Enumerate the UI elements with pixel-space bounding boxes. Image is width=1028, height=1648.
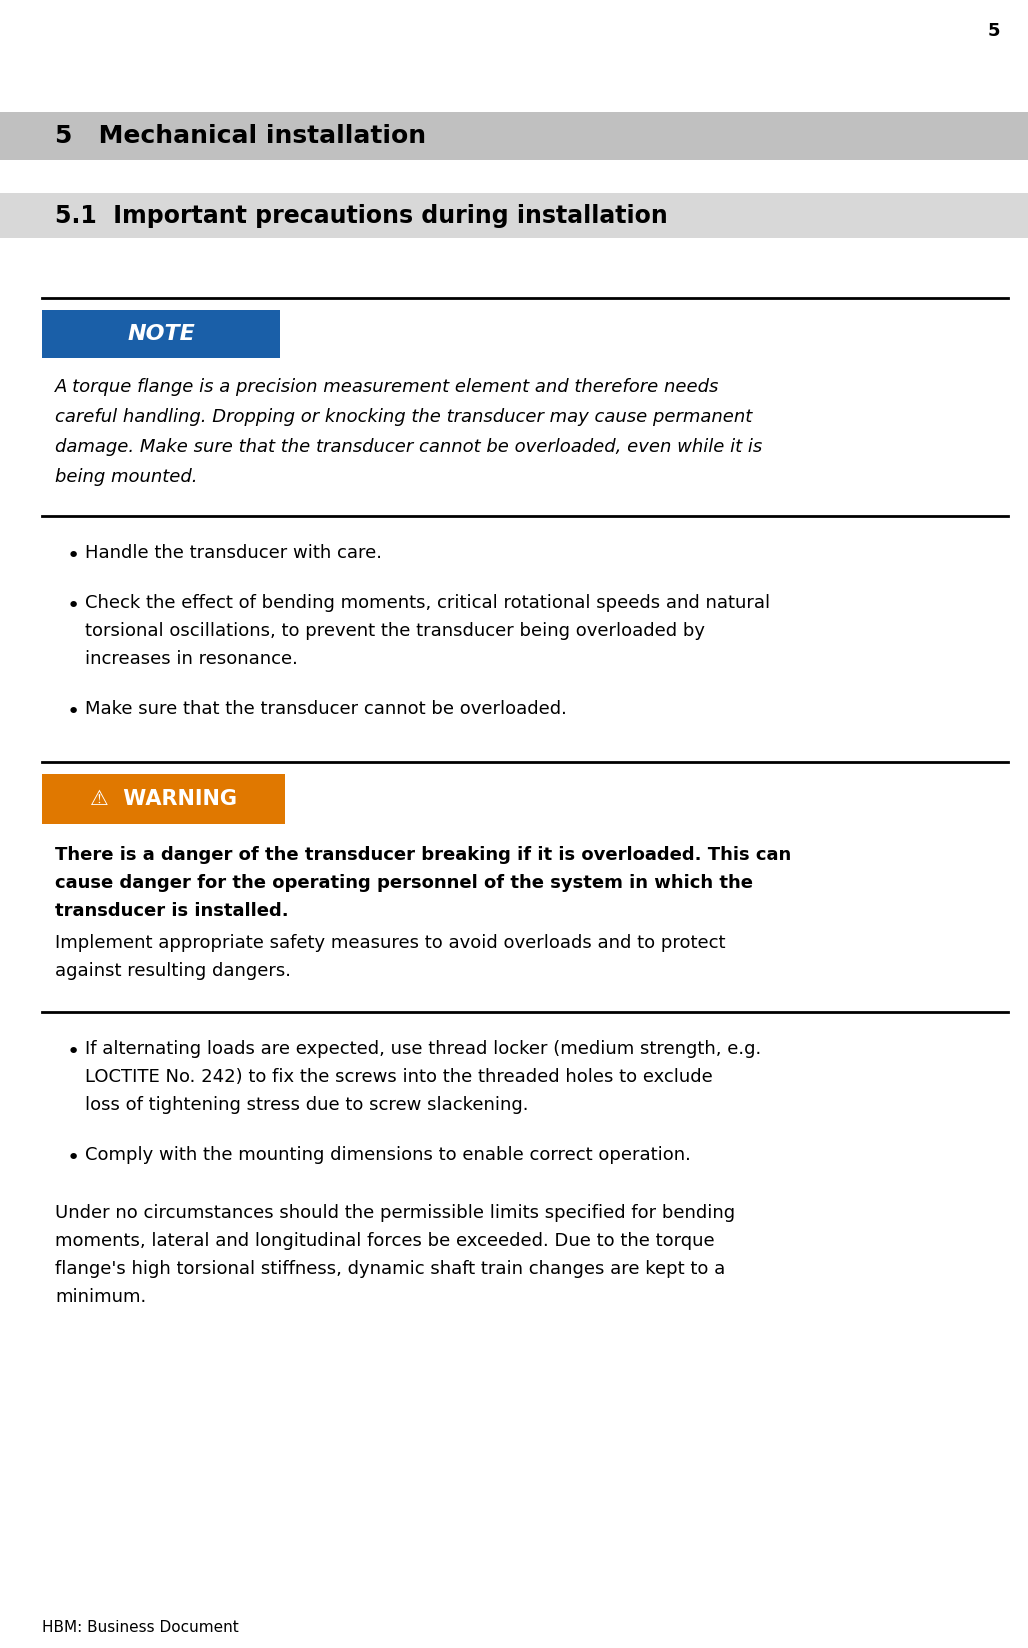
Text: being mounted.: being mounted. xyxy=(56,468,197,486)
Text: Comply with the mounting dimensions to enable correct operation.: Comply with the mounting dimensions to e… xyxy=(85,1145,691,1163)
Text: against resulting dangers.: against resulting dangers. xyxy=(56,962,291,981)
Text: loss of tightening stress due to screw slackening.: loss of tightening stress due to screw s… xyxy=(85,1096,528,1114)
Text: •: • xyxy=(67,702,80,722)
Text: If alternating loads are expected, use thread locker (medium strength, e.g.: If alternating loads are expected, use t… xyxy=(85,1040,762,1058)
Text: •: • xyxy=(67,1042,80,1061)
Text: There is a danger of the transducer breaking if it is overloaded. This can: There is a danger of the transducer brea… xyxy=(56,845,792,864)
Text: Make sure that the transducer cannot be overloaded.: Make sure that the transducer cannot be … xyxy=(85,700,566,719)
Text: Handle the transducer with care.: Handle the transducer with care. xyxy=(85,544,382,562)
Text: 5.1  Important precautions during installation: 5.1 Important precautions during install… xyxy=(56,203,668,227)
Text: 5   Mechanical installation: 5 Mechanical installation xyxy=(56,124,427,148)
Text: Under no circumstances should the permissible limits specified for bending: Under no circumstances should the permis… xyxy=(56,1205,735,1223)
Bar xyxy=(0,112,1028,160)
Text: flange's high torsional stiffness, dynamic shaft train changes are kept to a: flange's high torsional stiffness, dynam… xyxy=(56,1261,725,1277)
Text: LOCTITE No. 242) to fix the screws into the threaded holes to exclude: LOCTITE No. 242) to fix the screws into … xyxy=(85,1068,712,1086)
Text: careful handling. Dropping or knocking the transducer may cause permanent: careful handling. Dropping or knocking t… xyxy=(56,409,752,425)
Text: HBM: Business Document: HBM: Business Document xyxy=(42,1620,238,1635)
Text: increases in resonance.: increases in resonance. xyxy=(85,649,298,667)
Text: •: • xyxy=(67,1149,80,1168)
Bar xyxy=(42,775,285,824)
Text: •: • xyxy=(67,545,80,565)
Text: torsional oscillations, to prevent the transducer being overloaded by: torsional oscillations, to prevent the t… xyxy=(85,621,705,639)
Bar xyxy=(42,310,280,358)
Text: NOTE: NOTE xyxy=(127,325,195,344)
Text: damage. Make sure that the transducer cannot be overloaded, even while it is: damage. Make sure that the transducer ca… xyxy=(56,438,762,456)
Text: minimum.: minimum. xyxy=(56,1289,146,1305)
Text: •: • xyxy=(67,597,80,616)
Text: cause danger for the operating personnel of the system in which the: cause danger for the operating personnel… xyxy=(56,873,752,892)
Text: transducer is installed.: transducer is installed. xyxy=(56,901,289,920)
Text: moments, lateral and longitudinal forces be exceeded. Due to the torque: moments, lateral and longitudinal forces… xyxy=(56,1233,714,1249)
Text: Implement appropriate safety measures to avoid overloads and to protect: Implement appropriate safety measures to… xyxy=(56,934,726,953)
Text: A torque flange is a precision measurement element and therefore needs: A torque flange is a precision measureme… xyxy=(56,377,720,396)
Text: Check the effect of bending moments, critical rotational speeds and natural: Check the effect of bending moments, cri… xyxy=(85,593,770,611)
Text: ⚠  WARNING: ⚠ WARNING xyxy=(90,789,237,809)
Text: 5: 5 xyxy=(988,21,1000,40)
Bar xyxy=(0,193,1028,237)
